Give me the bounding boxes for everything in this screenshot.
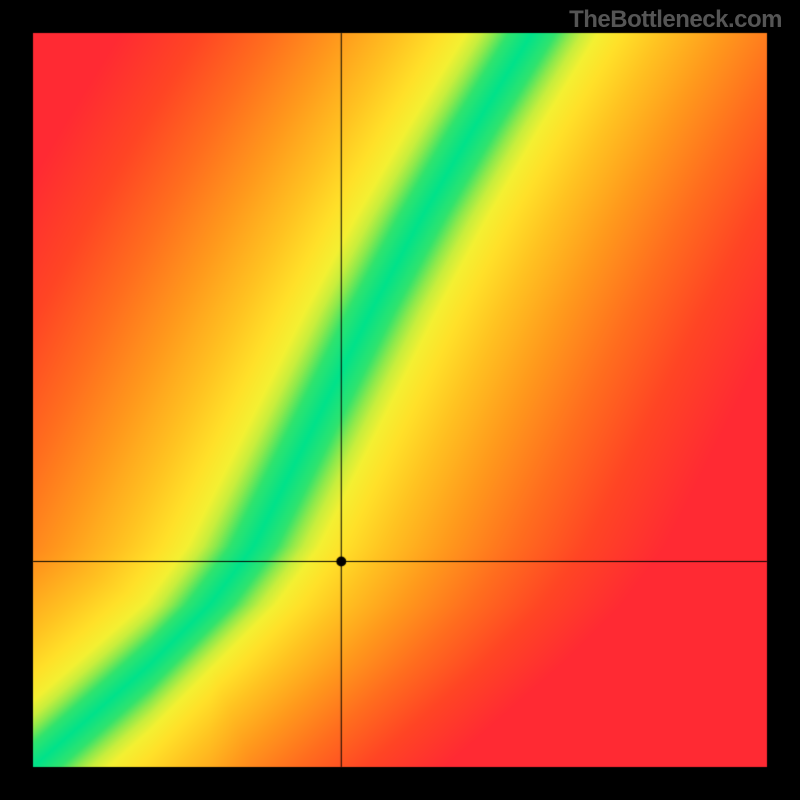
crosshair-overlay: [0, 0, 800, 800]
chart-container: { "watermark": { "text": "TheBottleneck.…: [0, 0, 800, 800]
watermark-text: TheBottleneck.com: [569, 6, 782, 34]
